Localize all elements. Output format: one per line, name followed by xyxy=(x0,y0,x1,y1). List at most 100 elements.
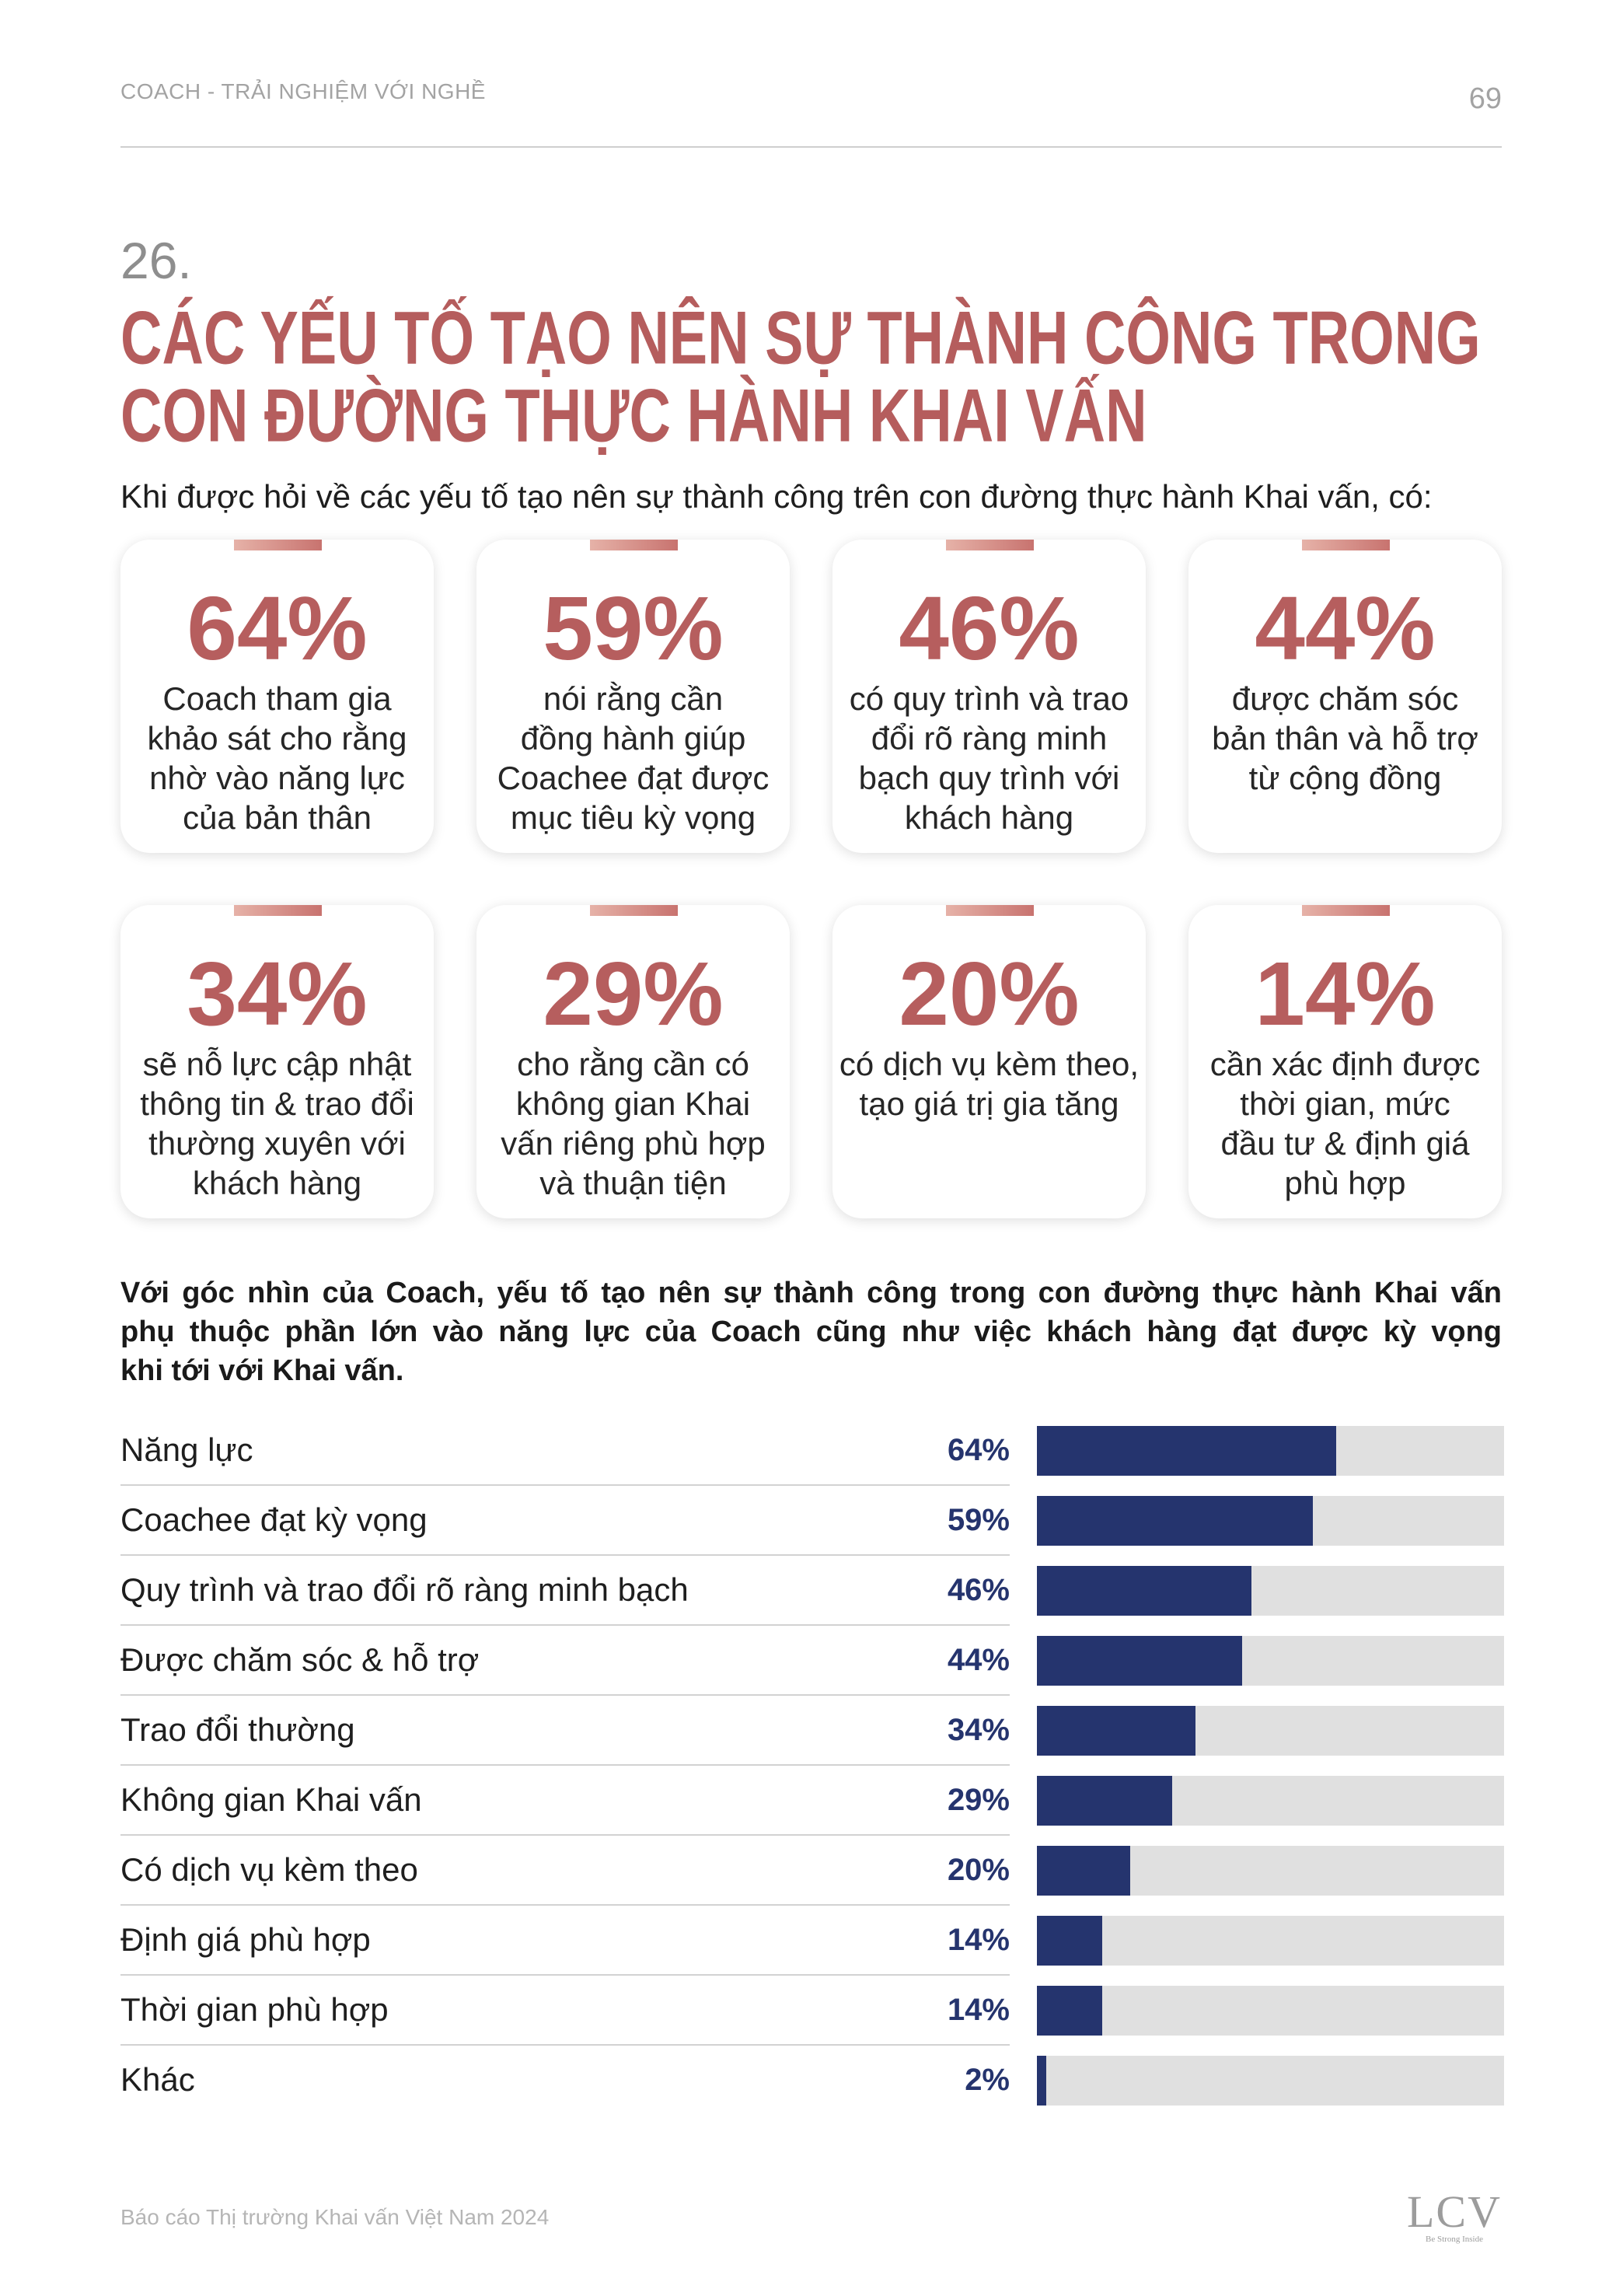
chart-row: Trao đổi thường 34% xyxy=(120,1696,1504,1766)
stat-description-line: được chăm sóc xyxy=(1231,680,1459,717)
bar-track xyxy=(1037,2056,1504,2106)
bar-track xyxy=(1037,1496,1504,1546)
chart-row: Có dịch vụ kèm theo 20% xyxy=(120,1836,1504,1906)
stat-description-line: thường xuyên với xyxy=(148,1125,406,1162)
stat-percent: 46% xyxy=(899,578,1080,679)
stat-description: Coach tham gia khảo sát cho rằng nhờ vào n… xyxy=(120,679,434,837)
stat-percent: 20% xyxy=(899,943,1080,1044)
chart-row-text: Năng lực 64% xyxy=(120,1416,1010,1486)
stat-description-line: bạch quy trình với xyxy=(858,760,1120,796)
summary-line: khi tới với Khai vấn. xyxy=(120,1354,404,1387)
stat-description: cần xác định được thời gian, mức đầu tư & … xyxy=(1188,1044,1502,1203)
stat-description-line: khách hàng xyxy=(192,1165,362,1201)
stat-description-line: tạo giá trị gia tăng xyxy=(859,1085,1119,1122)
stat-description: có dịch vụ kèm theo, tạo giá trị gia tăng xyxy=(832,1044,1146,1124)
summary-paragraph: Với góc nhìn của Coach, yếu tố tạo nên s… xyxy=(120,1274,1502,1390)
logo-text: LCV xyxy=(1407,2186,1502,2237)
chart-row: Năng lực 64% xyxy=(120,1416,1504,1486)
card-accent-bar xyxy=(945,905,1034,916)
card-accent-bar xyxy=(589,540,678,550)
stat-description-line: đồng hành giúp xyxy=(520,720,746,757)
stat-description: cho rằng cần có không gian Khai vấn riêng … xyxy=(476,1044,790,1203)
summary-line: phụ thuộc phần lớn vào năng lực của Coac… xyxy=(120,1316,1502,1348)
bar-category-label: Trao đổi thường xyxy=(120,1711,355,1748)
bar-category-label: Định giá phù hợp xyxy=(120,1921,371,1958)
chart-row-text: Không gian Khai vấn 29% xyxy=(120,1766,1010,1836)
bar-value-label: 59% xyxy=(947,1502,1010,1537)
stat-card: 46% có quy trình và trao đổi rõ ràng minh b… xyxy=(832,540,1146,853)
bar-value-label: 20% xyxy=(947,1852,1010,1887)
chart-row-text: Có dịch vụ kèm theo 20% xyxy=(120,1836,1010,1906)
stat-description-line: đầu tư & định giá xyxy=(1220,1125,1470,1162)
card-accent-bar xyxy=(589,905,678,916)
card-accent-bar xyxy=(1301,905,1390,916)
bar-fill xyxy=(1037,1986,1102,2036)
page-number: 69 xyxy=(1468,82,1502,115)
section-number: 26. xyxy=(120,232,192,289)
bar-track xyxy=(1037,1846,1504,1896)
header-divider xyxy=(120,146,1502,148)
chart-row: Định giá phù hợp 14% xyxy=(120,1906,1504,1976)
bar-track xyxy=(1037,1706,1504,1756)
bar-track xyxy=(1037,1426,1504,1476)
bar-value-label: 2% xyxy=(965,2062,1010,2097)
lcv-logo: LCV Be Strong Inside xyxy=(1407,2189,1502,2245)
stat-description-line: thời gian, mức xyxy=(1240,1085,1450,1122)
bar-category-label: Không gian Khai vấn xyxy=(120,1781,422,1818)
bar-fill xyxy=(1037,1776,1172,1826)
stat-card: 20% có dịch vụ kèm theo, tạo giá trị gia t… xyxy=(832,905,1146,1218)
stat-description-line: Coachee đạt được xyxy=(497,760,770,796)
logo-tagline: Be Strong Inside xyxy=(1426,2235,1483,2244)
bar-fill xyxy=(1037,1706,1195,1756)
stat-description-line: Coach tham gia xyxy=(162,680,392,717)
stat-description: nói rằng cần đồng hành giúp Coachee đạt đư… xyxy=(476,679,790,837)
chart-row-text: Coachee đạt kỳ vọng 59% xyxy=(120,1486,1010,1556)
bar-category-label: Coachee đạt kỳ vọng xyxy=(120,1501,428,1538)
bar-category-label: Được chăm sóc & hỗ trợ xyxy=(120,1641,480,1678)
stat-percent: 14% xyxy=(1255,943,1436,1044)
stat-description-line: nhờ vào năng lực xyxy=(149,760,405,796)
chart-row: Quy trình và trao đổi rõ ràng minh bạch 4… xyxy=(120,1556,1504,1626)
bar-track xyxy=(1037,1636,1504,1686)
stat-card: 34% sẽ nỗ lực cập nhật thông tin & trao đổ… xyxy=(120,905,434,1218)
stat-description-line: cho rằng cần có xyxy=(517,1046,749,1082)
footer-report-title: Báo cáo Thị trường Khai vấn Việt Nam 202… xyxy=(120,2205,550,2229)
bar-category-label: Năng lực xyxy=(120,1431,253,1468)
stat-description-line: sẽ nỗ lực cập nhật xyxy=(142,1046,412,1082)
stat-percent: 29% xyxy=(543,943,724,1044)
section-title-line-1: CÁC YẾU TỐ TẠO NÊN SỰ THÀNH CÔNG TRONG xyxy=(120,295,1481,380)
stat-description-line: có dịch vụ kèm theo, xyxy=(839,1046,1140,1082)
stat-description-line: từ cộng đồng xyxy=(1248,760,1442,796)
stat-description-line: đổi rõ ràng minh xyxy=(871,720,1108,757)
bar-fill xyxy=(1037,2056,1046,2106)
chart-row-text: Quy trình và trao đổi rõ ràng minh bạch 4… xyxy=(120,1556,1010,1626)
chart-row: Không gian Khai vấn 29% xyxy=(120,1766,1504,1836)
bar-category-label: Có dịch vụ kèm theo xyxy=(120,1851,418,1888)
bar-value-label: 14% xyxy=(947,1992,1010,2027)
bar-category-label: Khác xyxy=(120,2061,195,2098)
stat-description-line: khảo sát cho rằng xyxy=(147,720,407,757)
bar-value-label: 14% xyxy=(947,1922,1010,1957)
running-header: COACH - TRẢI NGHIỆM VỚI NGHỀ xyxy=(120,79,486,103)
stat-card: 44% được chăm sóc bản thân và hỗ trợ từ cộn… xyxy=(1188,540,1502,853)
bar-fill xyxy=(1037,1426,1336,1476)
stat-description-line: không gian Khai xyxy=(515,1085,751,1122)
stat-card: 29% cho rằng cần có không gian Khai vấn riê… xyxy=(476,905,790,1218)
stat-percent: 59% xyxy=(543,578,724,679)
card-accent-bar xyxy=(233,540,322,550)
bar-fill xyxy=(1037,1846,1130,1896)
stat-cards-grid: 64% Coach tham gia khảo sát cho rằng nhờ và… xyxy=(120,540,1502,1218)
bar-value-label: 64% xyxy=(947,1432,1010,1467)
bar-fill xyxy=(1037,1636,1242,1686)
chart-row-text: Định giá phù hợp 14% xyxy=(120,1906,1010,1976)
stat-description-line: và thuận tiện xyxy=(539,1165,727,1201)
chart-row-text: Khác 2% xyxy=(120,2046,1010,2116)
stat-description-line: có quy trình và trao xyxy=(849,680,1129,717)
stat-card: 59% nói rằng cần đồng hành giúp Coachee đạt… xyxy=(476,540,790,853)
bar-track xyxy=(1037,1776,1504,1826)
stat-description-line: nói rằng cần xyxy=(543,680,724,717)
chart-row: Coachee đạt kỳ vọng 59% xyxy=(120,1486,1504,1556)
section-title-line-2: CON ĐƯỜNG THỰC HÀNH KHAI VẤN xyxy=(120,373,1147,458)
bar-value-label: 29% xyxy=(947,1782,1010,1817)
stat-description: có quy trình và trao đổi rõ ràng minh bạch… xyxy=(832,679,1146,837)
